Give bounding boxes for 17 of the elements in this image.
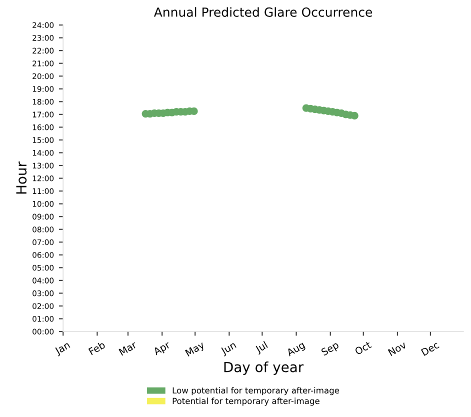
x-tick-label: Jan: [54, 341, 72, 356]
legend-label: Potential for temporary after-image: [172, 398, 320, 406]
x-tick-label: Sep: [320, 340, 340, 358]
x-tick-label: Jun: [220, 341, 238, 356]
x-tick-label: Oct: [354, 340, 372, 356]
x-tick-label: Dec: [420, 341, 440, 356]
x-tick-label: Apr: [152, 340, 172, 358]
x-tick-label: May: [185, 340, 206, 358]
x-tick-label: Nov: [388, 340, 407, 356]
x-tick-label: Aug: [286, 341, 306, 358]
x-tick-label: Jul: [254, 341, 269, 355]
x-tick-label: Feb: [88, 340, 106, 356]
x-axis-title: Day of year: [224, 362, 304, 375]
y-axis-title: Hour: [16, 162, 27, 194]
chart-title: Annual Predicted Glare Occurrence: [154, 7, 372, 17]
x-tick-label: Mar: [118, 340, 138, 356]
legend-label: Low potential for temporary after-image: [172, 387, 340, 396]
